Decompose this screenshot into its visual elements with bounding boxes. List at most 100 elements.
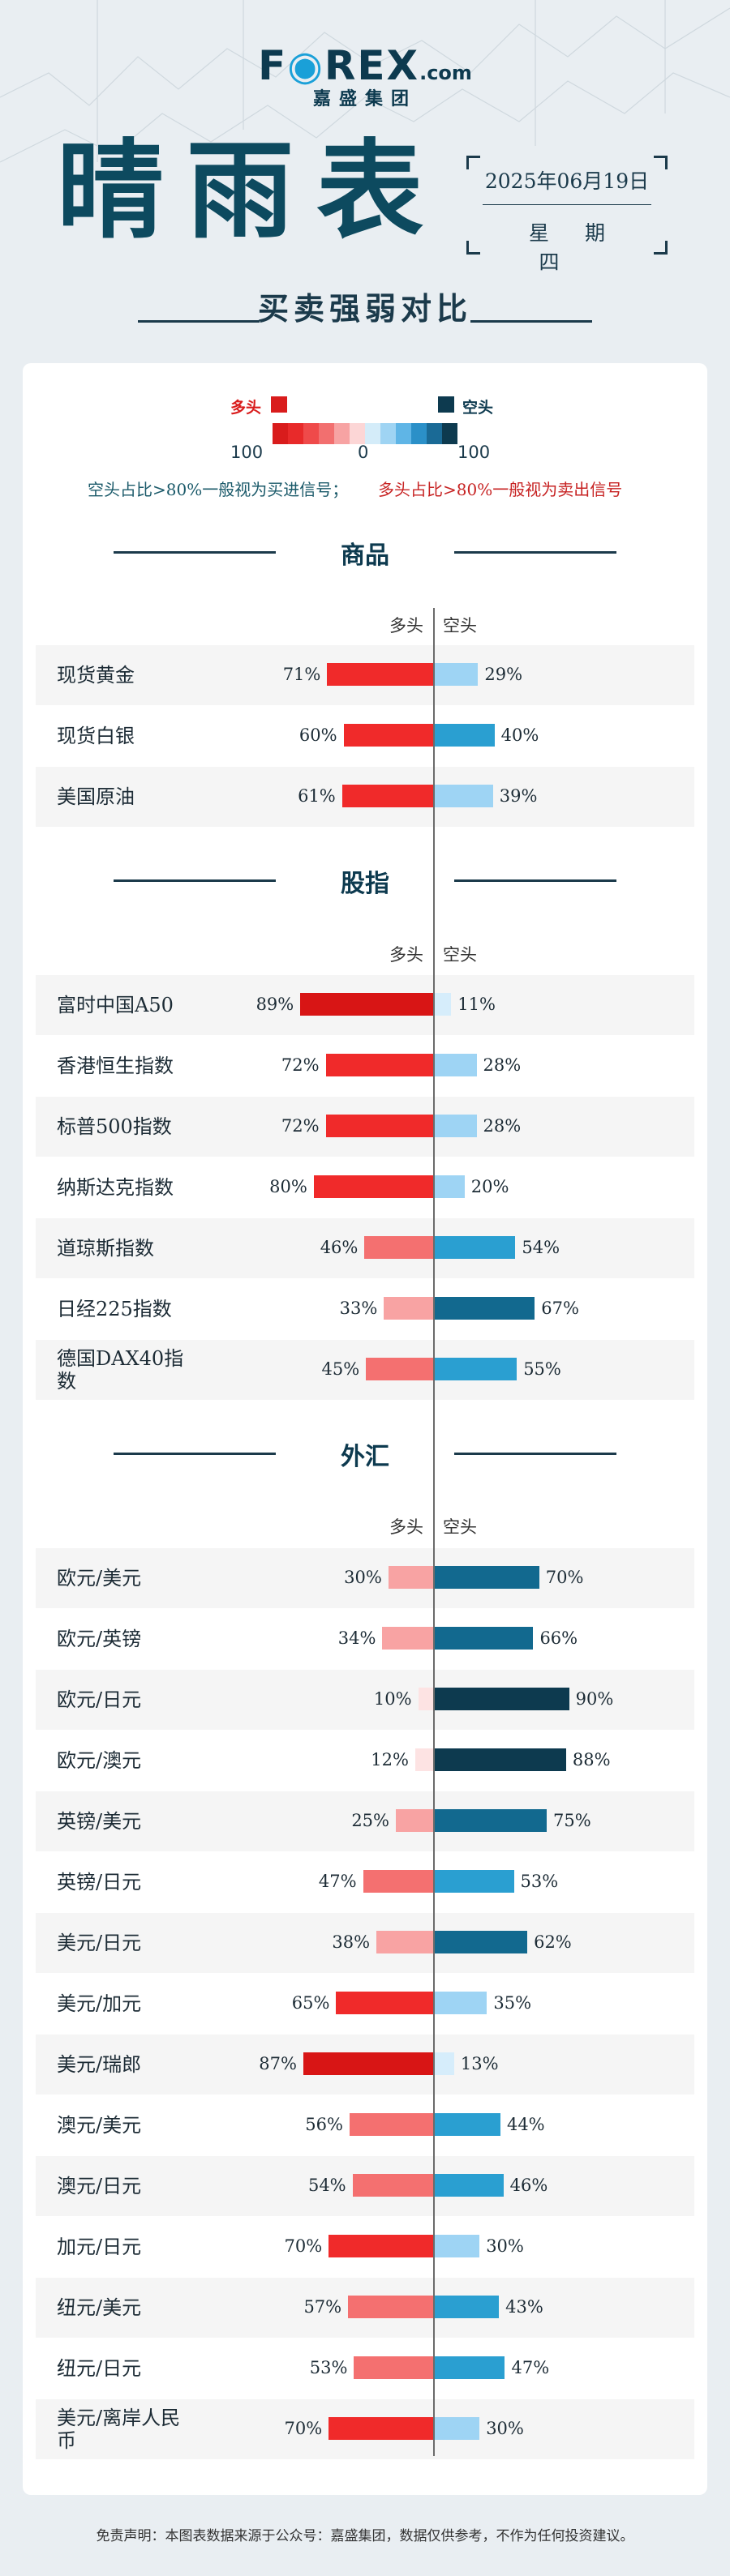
long-signal-note: 多头占比>80%一般视为卖出信号 — [378, 480, 623, 499]
long-bar — [382, 1627, 433, 1650]
short-bar — [435, 1809, 547, 1832]
long-percent: 71% — [282, 665, 321, 684]
instrument-name: 现货黄金 — [57, 664, 135, 687]
instrument-name: 纽元/美元 — [57, 2296, 142, 2319]
section-title: 股指 — [341, 870, 389, 898]
short-bar — [435, 724, 495, 747]
short-percent: 54% — [522, 1238, 560, 1257]
instrument-name: 道琼斯指数 — [57, 1237, 154, 1260]
short-percent: 88% — [572, 1750, 611, 1769]
instrument-name: 德国DAX40指数 — [57, 1347, 184, 1393]
short-percent: 13% — [460, 2054, 499, 2073]
short-bar — [435, 2356, 505, 2379]
section-line-left — [114, 1453, 276, 1455]
instrument-name: 欧元/澳元 — [57, 1749, 142, 1772]
instrument-row: 英镑/美元 25% 75% — [36, 1791, 694, 1851]
long-percent: 10% — [373, 1689, 412, 1709]
short-bar — [435, 785, 493, 807]
short-percent: 30% — [486, 2419, 524, 2438]
short-percent: 66% — [539, 1628, 578, 1648]
section-line-right — [454, 1453, 616, 1455]
long-bar — [328, 2235, 433, 2257]
long-percent: 87% — [259, 2054, 297, 2073]
short-bar — [435, 1297, 535, 1320]
subtitle-line-right — [470, 320, 592, 323]
long-percent: 53% — [309, 2358, 348, 2377]
long-percent: 70% — [284, 2236, 323, 2256]
short-bar — [435, 2052, 454, 2075]
scale-swatch — [288, 423, 303, 444]
instrument-row: 纽元/日元 53% 47% — [36, 2339, 694, 2398]
instrument-name: 英镑/美元 — [57, 1810, 142, 1833]
long-percent: 47% — [318, 1872, 357, 1891]
long-bar — [363, 1870, 433, 1893]
instrument-name: 纽元/日元 — [57, 2357, 142, 2380]
short-percent: 35% — [493, 1993, 532, 2013]
instrument-row: 德国DAX40指数 45% 55% — [36, 1340, 694, 1400]
instrument-row: 欧元/美元 30% 70% — [36, 1548, 694, 1608]
instrument-row: 澳元/美元 56% 44% — [36, 2095, 694, 2155]
instrument-row: 英镑/日元 47% 53% — [36, 1852, 694, 1912]
short-bar — [435, 1688, 569, 1710]
long-bar — [384, 1297, 433, 1320]
scale-swatch — [350, 423, 365, 444]
long-percent: 89% — [256, 995, 294, 1014]
instrument-name: 欧元/日元 — [57, 1688, 142, 1711]
instrument-name: 美国原油 — [57, 785, 135, 808]
long-bar — [327, 663, 433, 686]
instrument-row: 香港恒生指数 72% 28% — [36, 1036, 694, 1096]
scale-swatch — [273, 423, 288, 444]
scale-swatch — [380, 423, 396, 444]
short-percent: 62% — [534, 1932, 572, 1952]
instrument-name: 美元/加元 — [57, 1992, 142, 2015]
instrument-row: 纽元/美元 57% 43% — [36, 2278, 694, 2338]
short-percent: 28% — [483, 1116, 522, 1136]
instrument-row: 欧元/澳元 12% 88% — [36, 1731, 694, 1791]
legend-short-label: 空头 — [462, 399, 494, 417]
instrument-name: 欧元/美元 — [57, 1567, 142, 1590]
long-percent: 34% — [337, 1628, 376, 1648]
legend-right-num: 100 — [457, 443, 491, 462]
legend-color-scale — [273, 423, 457, 444]
disclaimer: 免责声明：本图表数据来源于公众号：嘉盛集团，数据仅供参考，不作为任何投资建议。 — [96, 2528, 634, 2544]
short-bar — [435, 1054, 477, 1076]
short-percent: 53% — [520, 1872, 559, 1891]
instrument-name: 欧元/英镑 — [57, 1628, 142, 1650]
date-box: 2025年06月19日 星期四 — [466, 156, 668, 274]
short-bar — [435, 2296, 500, 2318]
instrument-row: 美元/离岸人民币 70% 30% — [36, 2399, 694, 2459]
long-bar — [303, 2052, 433, 2075]
long-bar — [414, 1748, 433, 1771]
short-percent: 44% — [506, 2115, 545, 2134]
instrument-name: 澳元/美元 — [57, 2114, 142, 2137]
long-bar — [341, 785, 433, 807]
instrument-name: 加元/日元 — [57, 2236, 142, 2258]
long-percent: 30% — [344, 1568, 382, 1587]
short-percent: 47% — [511, 2358, 550, 2377]
long-percent: 61% — [298, 786, 336, 806]
brand-subtitle: 嘉盛集团 — [312, 89, 417, 109]
instrument-row: 标普500指数 72% 28% — [36, 1097, 694, 1157]
instrument-row: 美元/日元 38% 62% — [36, 1913, 694, 1973]
long-bar — [336, 1992, 433, 2014]
long-percent: 33% — [339, 1299, 378, 1318]
scale-swatch — [442, 423, 457, 444]
long-percent: 72% — [281, 1116, 320, 1136]
short-signal-note: 空头占比>80%一般视为买进信号； — [88, 480, 349, 499]
column-header-long: 多头 — [389, 945, 423, 965]
short-percent: 28% — [483, 1055, 522, 1075]
short-percent: 55% — [523, 1359, 561, 1379]
page-subtitle: 买卖强弱对比 — [257, 290, 472, 327]
long-bar — [352, 2174, 433, 2197]
long-bar — [418, 1688, 433, 1710]
long-bar — [348, 2296, 433, 2318]
long-bar — [388, 1566, 433, 1589]
long-bar — [396, 1809, 433, 1832]
short-percent: 75% — [553, 1811, 591, 1830]
scale-swatch — [365, 423, 380, 444]
long-percent: 65% — [291, 1993, 330, 2013]
long-bar — [300, 993, 433, 1016]
instrument-name: 富时中国A50 — [57, 994, 174, 1016]
short-bar — [435, 1175, 465, 1198]
long-percent: 72% — [281, 1055, 320, 1075]
